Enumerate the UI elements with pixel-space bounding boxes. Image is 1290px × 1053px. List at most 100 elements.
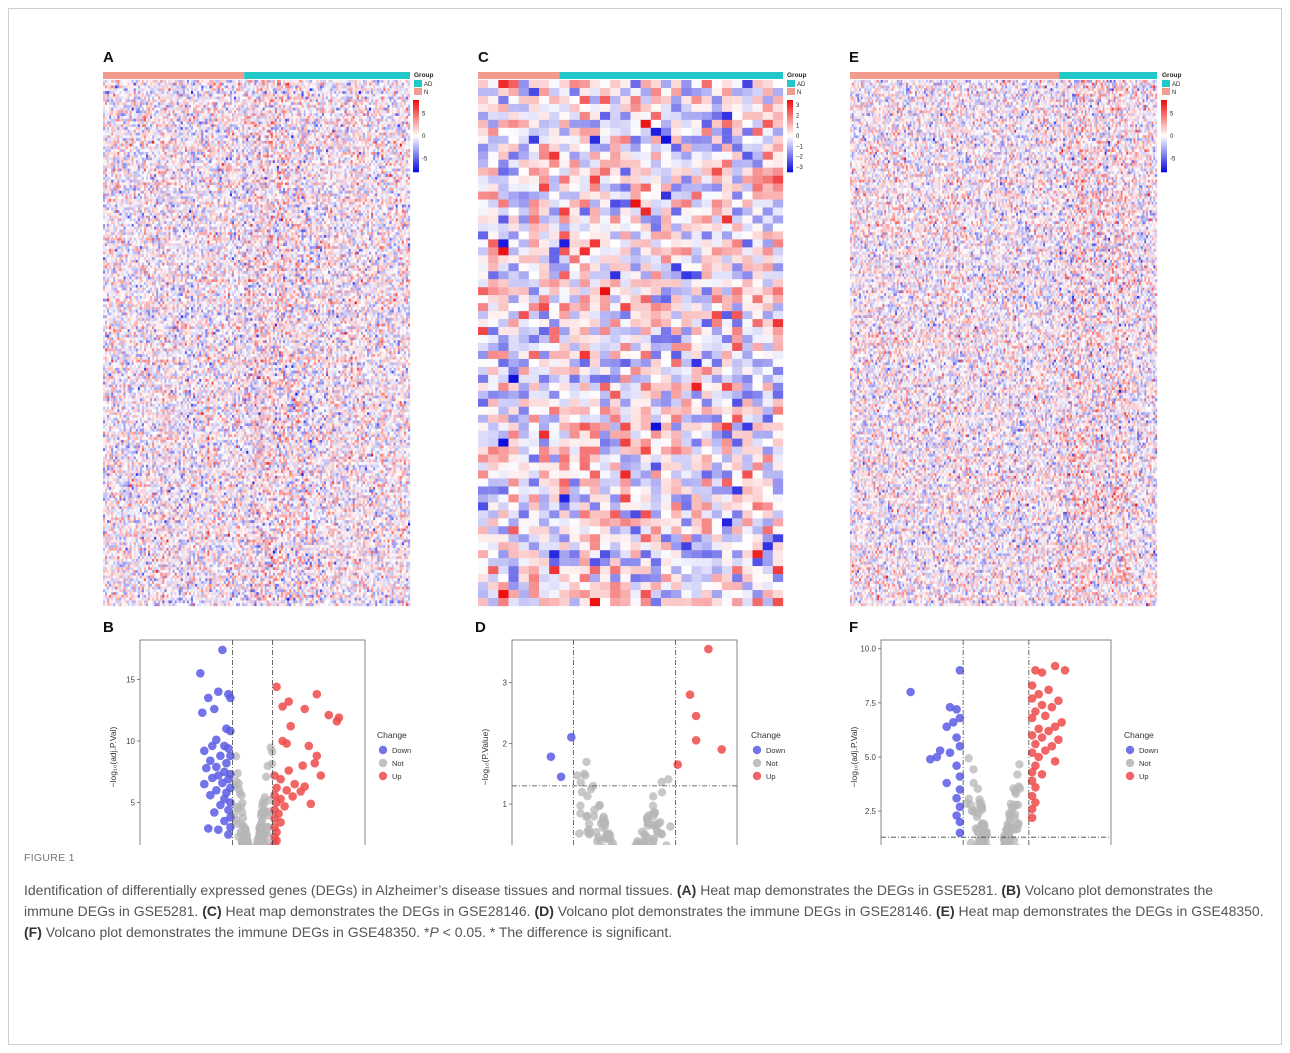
heatmap-cell xyxy=(115,99,117,102)
heatmap-cell xyxy=(332,86,334,89)
heatmap-cell xyxy=(349,97,351,100)
heatmap-cell xyxy=(224,86,226,89)
heatmap-cell xyxy=(340,80,342,83)
heatmap-cell xyxy=(353,88,355,91)
heatmap-cell xyxy=(230,83,232,86)
heatmap-cell xyxy=(355,97,357,100)
heatmap-cell xyxy=(379,91,381,94)
heatmap-cell xyxy=(359,94,361,97)
heatmap-cell xyxy=(340,88,342,91)
heatmap-cell xyxy=(164,94,166,97)
heatmap-cell xyxy=(238,91,240,94)
heatmap-cell xyxy=(123,86,125,89)
heatmap-cell xyxy=(304,91,306,94)
heatmap-cell xyxy=(379,88,381,91)
heatmap-cell xyxy=(275,88,277,91)
heatmap-cell xyxy=(140,88,142,91)
heatmap-cell xyxy=(209,80,211,83)
heatmap-cell xyxy=(342,94,344,97)
heatmap-cell xyxy=(271,91,273,94)
heatmap-cell xyxy=(293,94,295,97)
heatmap-cell xyxy=(230,94,232,97)
heatmap-cell xyxy=(123,94,125,97)
heatmap-cell xyxy=(238,83,240,86)
heatmap-cell xyxy=(330,86,332,89)
heatmap-cell xyxy=(310,80,312,83)
heatmap-cell xyxy=(234,91,236,94)
heatmap-cell xyxy=(150,88,152,91)
heatmap-cell xyxy=(375,97,377,100)
heatmap-cell xyxy=(121,102,123,105)
heatmap-cell xyxy=(375,88,377,91)
heatmap-cell xyxy=(252,86,254,89)
heatmap-cell xyxy=(230,86,232,89)
heatmap-cell xyxy=(119,88,121,91)
heatmap-cell xyxy=(361,91,363,94)
heatmap-cell xyxy=(375,91,377,94)
heatmap-cell xyxy=(371,86,373,89)
heatmap-cell xyxy=(183,99,185,102)
heatmap-cell xyxy=(236,80,238,83)
heatmap-cell xyxy=(220,102,222,105)
heatmap-cell xyxy=(197,94,199,97)
heatmap-cell xyxy=(185,91,187,94)
heatmap-cell xyxy=(207,88,209,91)
heatmap-cell xyxy=(226,99,228,102)
heatmap-cell xyxy=(201,83,203,86)
heatmap-cell xyxy=(353,91,355,94)
heatmap-cell xyxy=(322,88,324,91)
heatmap-cell xyxy=(126,94,128,97)
heatmap-cell xyxy=(387,97,389,100)
heatmap-cell xyxy=(334,86,336,89)
heatmap-cell xyxy=(166,86,168,89)
heatmap-cell xyxy=(156,88,158,91)
heatmap-cell xyxy=(185,80,187,83)
heatmap-cell xyxy=(244,88,246,91)
heatmap-cell xyxy=(236,83,238,86)
heatmap-cell xyxy=(297,99,299,102)
heatmap-cell xyxy=(365,91,367,94)
heatmap-cell xyxy=(308,94,310,97)
heatmap-cell xyxy=(318,88,320,91)
heatmap-cell xyxy=(199,97,201,100)
heatmap-cell xyxy=(359,99,361,102)
heatmap-cell xyxy=(363,102,365,105)
heatmap-cell xyxy=(164,80,166,83)
heatmap-cell xyxy=(130,91,132,94)
heatmap-cell xyxy=(261,94,263,97)
heatmap-cell xyxy=(201,94,203,97)
heatmap-cell xyxy=(273,80,275,83)
heatmap-cell xyxy=(408,99,410,102)
heatmap-cell xyxy=(154,97,156,100)
heatmap-cell xyxy=(232,86,234,89)
heatmap-cell xyxy=(107,83,109,86)
heatmap-cell xyxy=(267,88,269,91)
heatmap-cell xyxy=(244,91,246,94)
heatmap-cell xyxy=(254,88,256,91)
heatmap-cell xyxy=(279,97,281,100)
heatmap-cell xyxy=(271,99,273,102)
heatmap-cell xyxy=(138,99,140,102)
heatmap-cell xyxy=(310,83,312,86)
heatmap-cell xyxy=(324,97,326,100)
heatmap-cell xyxy=(246,99,248,102)
heatmap-cell xyxy=(402,94,404,97)
heatmap-cell xyxy=(232,91,234,94)
heatmap-cell xyxy=(142,97,144,100)
heatmap-cell xyxy=(312,99,314,102)
heatmap-cell xyxy=(185,86,187,89)
heatmap-cell xyxy=(158,99,160,102)
heatmap-cell xyxy=(140,80,142,83)
heatmap-cell xyxy=(394,80,396,83)
heatmap-cell xyxy=(232,83,234,86)
heatmap-cell xyxy=(330,80,332,83)
heatmap-cell xyxy=(115,83,117,86)
heatmap-cell xyxy=(177,80,179,83)
heatmap-cell xyxy=(150,91,152,94)
heatmap-cell xyxy=(177,86,179,89)
heatmap-cell xyxy=(308,86,310,89)
heatmap-cell xyxy=(109,88,111,91)
heatmap-cell xyxy=(138,94,140,97)
heatmap-cell xyxy=(138,91,140,94)
heatmap-cell xyxy=(302,102,304,105)
